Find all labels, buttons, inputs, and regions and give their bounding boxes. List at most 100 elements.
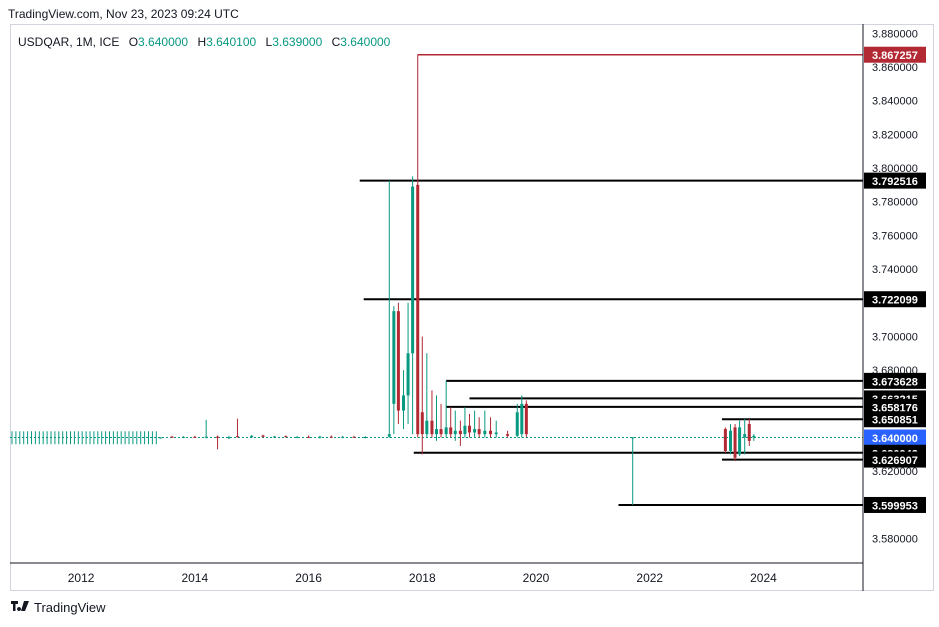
chart-frame (10, 24, 934, 591)
candle-body (204, 436, 208, 438)
candle-body (387, 434, 391, 437)
price-label: 3.722099 (872, 295, 918, 307)
candle-body (477, 429, 481, 435)
x-tick-label: 2012 (68, 571, 95, 585)
candle-body (352, 436, 356, 438)
y-tick-label: 3.860000 (872, 62, 918, 74)
candle-body (483, 430, 487, 435)
chart-source-header: TradingView.com, Nov 23, 2023 09:24 UTC (8, 7, 239, 21)
candle-body (295, 436, 299, 438)
price-label-box (864, 411, 926, 428)
high-value: 3.640100 (206, 35, 257, 49)
y-tick-label: 3.800000 (872, 163, 918, 175)
y-tick-label: 3.780000 (872, 197, 918, 209)
candle-body (444, 427, 448, 435)
candle-body (193, 436, 197, 438)
high-key: H (197, 35, 207, 49)
open-key: O (128, 35, 139, 49)
candle-body (489, 430, 493, 435)
price-label: 3.599953 (872, 500, 918, 512)
candle-body (435, 429, 438, 435)
x-tick-label: 2020 (523, 571, 550, 585)
candle-body (406, 353, 410, 396)
price-label-box (864, 429, 926, 446)
candle-body (425, 420, 429, 435)
level-lines-group (10, 53, 863, 506)
price-label-box (864, 46, 926, 63)
candle-body (729, 430, 733, 451)
x-tick-label: 2022 (636, 571, 663, 585)
footer-brand[interactable]: TradingView (10, 600, 106, 615)
y-tick-label: 3.700000 (872, 331, 918, 343)
price-label-box (864, 451, 926, 468)
low-key: L (265, 35, 273, 49)
price-label-box (864, 372, 926, 389)
candle-body (458, 430, 462, 435)
candle-body (473, 429, 477, 433)
tradingview-logo-icon (11, 600, 29, 611)
x-tick-label: 2024 (750, 571, 777, 585)
price-label: 3.792516 (872, 176, 918, 188)
candle-body (411, 186, 415, 354)
candles-group (159, 54, 756, 505)
candle-body (752, 435, 756, 438)
candle-body (463, 425, 467, 435)
candle-body (329, 436, 333, 438)
candle-body (743, 434, 747, 438)
y-tick-label: 3.760000 (872, 230, 918, 242)
candle-body (250, 435, 254, 438)
price-label: 3.650851 (872, 415, 918, 427)
candle-body (506, 434, 510, 436)
price-label: 3.640000 (872, 433, 918, 445)
candle-body (733, 427, 737, 458)
candle-body (341, 436, 345, 438)
price-label-box (864, 172, 926, 189)
candle-body (723, 429, 727, 451)
candle-body (318, 436, 322, 438)
candle-body (227, 437, 231, 439)
candle-body (392, 311, 396, 404)
open-value: 3.640000 (138, 35, 189, 49)
candle-body (439, 429, 443, 435)
y-tick-label: 3.880000 (872, 28, 918, 40)
candle-body (520, 403, 524, 435)
candle-body (363, 437, 367, 439)
y-tick-label: 3.580000 (872, 534, 918, 546)
close-key: C (331, 35, 341, 49)
price-label-box (864, 496, 926, 513)
y-tick-label: 3.620000 (872, 466, 918, 478)
x-tick-label: 2016 (295, 571, 322, 585)
candle-body (430, 420, 434, 435)
x-tick-label: 2018 (409, 571, 436, 585)
symbol-label: USDQAR, 1M, ICE (18, 35, 120, 49)
close-value: 3.640000 (340, 35, 391, 49)
candle-body (467, 425, 471, 433)
candle-body (181, 436, 185, 438)
candle-body (449, 427, 453, 435)
y-tick-label: 3.740000 (872, 264, 918, 276)
axes-group: 3.880000 3.860000 3.840000 3.820000 3.800000… (10, 24, 918, 591)
price-label-box (864, 398, 926, 415)
footer-brand-label: TradingView (34, 600, 106, 615)
candle-body (515, 412, 519, 436)
price-labels-group: 3.8672573.7925163.7220993.6736283.663215… (864, 46, 926, 513)
candle-body (631, 437, 635, 439)
candle-body (159, 437, 163, 439)
candle-body (402, 395, 406, 411)
candle-body (453, 430, 457, 435)
low-value: 3.639000 (272, 35, 323, 49)
price-label: 3.626907 (872, 455, 918, 467)
price-label: 3.867257 (872, 50, 918, 62)
candle-body (494, 432, 498, 435)
candle-body (524, 403, 528, 435)
candle-body (272, 436, 276, 438)
x-tick-label: 2014 (181, 571, 208, 585)
ohlc-legend: USDQAR, 1M, ICE O3.640000 H3.640100 L3.6… (18, 35, 390, 49)
y-tick-label: 3.840000 (872, 96, 918, 108)
y-tick-label: 3.820000 (872, 129, 918, 141)
candle-body (747, 424, 751, 441)
candle-body (216, 436, 220, 438)
candle-body (235, 436, 239, 438)
candle-body (420, 412, 424, 435)
